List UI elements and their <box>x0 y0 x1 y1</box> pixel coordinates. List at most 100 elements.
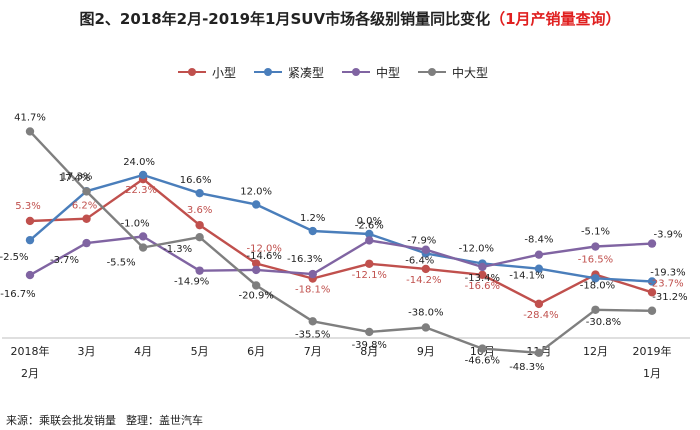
data-label-mid: -8.4% <box>524 235 553 246</box>
x-tick-label-line: 12月 <box>583 345 608 358</box>
data-label-mid: -2.6% <box>355 220 384 231</box>
data-point-midlarge <box>591 305 600 314</box>
data-label-compact: -19.3% <box>650 267 685 278</box>
data-point-compact <box>138 170 148 180</box>
legend-item-small[interactable]: 小型 <box>178 64 236 81</box>
legend-dot-midlarge <box>428 68 437 76</box>
x-tick-label-line: 9月 <box>417 345 435 358</box>
legend-item-mid[interactable]: 中型 <box>342 64 400 81</box>
legend: 小型 紧凑型 中型 中大型 <box>178 62 506 82</box>
legend-dot-mid <box>352 68 361 76</box>
data-point-compact <box>195 188 204 198</box>
x-tick-label: 9月 <box>417 345 435 358</box>
data-point-midlarge <box>25 127 35 136</box>
data-label-mid: -16.3% <box>287 254 322 265</box>
x-tick-label-line: 1月 <box>643 367 661 380</box>
x-tick-label-line: 8月 <box>360 345 378 358</box>
series-line-compact <box>29 173 653 283</box>
data-point-compact <box>534 264 544 273</box>
data-point-mid <box>534 250 544 259</box>
data-label-compact: 16.6% <box>180 175 212 186</box>
data-point-mid <box>308 269 317 279</box>
x-tick-label: 4月 <box>134 345 152 358</box>
data-label-midlarge: -38.0% <box>408 307 443 318</box>
data-point-small <box>365 259 374 268</box>
x-tick-label: 3月 <box>78 345 96 358</box>
legend-label-compact: 紧凑型 <box>288 65 325 80</box>
data-label-small: 6.2% <box>72 201 97 212</box>
x-tick-label-line: 5月 <box>191 345 209 358</box>
editor-text: 整理：盖世汽车 <box>126 414 203 427</box>
data-label-mid: -6.4% <box>405 256 434 267</box>
data-label-midlarge: 41.7% <box>14 112 46 123</box>
data-point-mid <box>82 238 91 248</box>
data-label-mid: -16.7% <box>0 289 35 300</box>
data-point-midlarge <box>195 232 204 242</box>
data-point-mid <box>421 245 431 254</box>
data-point-mid <box>478 262 487 272</box>
title-main: 图2、2018年2月-2019年1月SUV市场各级别销量同比变化 <box>79 10 491 28</box>
x-tick-label-line: 2018年 <box>11 344 50 358</box>
data-point-small <box>647 288 657 297</box>
data-label-midlarge: -48.3% <box>509 362 544 373</box>
data-label-midlarge: -39.8% <box>352 340 387 351</box>
legend-dot-compact <box>264 68 273 76</box>
data-label-midlarge: 17.3% <box>61 171 93 182</box>
data-label-compact: 0.0% <box>357 216 382 227</box>
data-point-midlarge <box>308 317 317 326</box>
data-label-compact: -14.1% <box>509 271 544 282</box>
legend-swatch-mid <box>342 68 371 76</box>
data-point-midlarge <box>138 243 148 252</box>
legend-item-midlarge[interactable]: 中大型 <box>418 64 488 81</box>
data-label-compact: 12.0% <box>240 186 272 197</box>
data-point-mid <box>647 239 657 248</box>
x-tick-label-line: 3月 <box>78 345 96 358</box>
legend-item-compact[interactable]: 紧凑型 <box>254 64 324 81</box>
x-tick-label: 5月 <box>191 345 209 358</box>
data-point-compact <box>308 226 317 236</box>
data-label-midlarge: -1.3% <box>163 244 192 255</box>
x-tick-label: 6月 <box>247 345 265 358</box>
series-line-mid <box>29 235 653 277</box>
data-point-small <box>421 264 431 274</box>
legend-label-mid: 中型 <box>376 65 401 80</box>
data-point-small <box>25 216 35 226</box>
data-point-compact <box>647 277 657 286</box>
data-label-midlarge: -35.5% <box>295 329 330 340</box>
data-point-midlarge <box>421 323 431 332</box>
data-point-midlarge <box>478 344 487 353</box>
data-label-compact: -2.5% <box>0 252 29 263</box>
data-point-mid <box>365 236 374 245</box>
x-tick-label: 2018年 2月 <box>11 344 50 380</box>
title-highlight: （1月产销量查询） <box>490 10 621 28</box>
data-label-midlarge: -46.6% <box>465 356 500 367</box>
data-point-mid <box>251 265 261 275</box>
data-point-mid <box>195 266 204 275</box>
data-label-mid: -3.7% <box>50 255 79 266</box>
data-label-compact: -18.0% <box>580 280 615 291</box>
data-point-compact <box>25 235 35 245</box>
series-line-small <box>29 177 653 306</box>
x-tick-label: 2019年 1月 <box>633 344 672 380</box>
data-point-midlarge <box>365 327 374 337</box>
data-label-small: -28.4% <box>523 310 558 321</box>
data-label-small: 3.6% <box>187 205 212 216</box>
data-label-compact: -12.0% <box>459 244 494 255</box>
data-label-midlarge: -20.9% <box>238 290 273 301</box>
data-label-small: -18.1% <box>295 285 330 296</box>
legend-swatch-compact <box>254 68 283 76</box>
data-point-small <box>534 299 544 309</box>
data-point-small <box>82 214 91 223</box>
data-point-small <box>478 270 487 280</box>
data-label-mid: -5.1% <box>581 227 610 238</box>
data-label-compact: 1.2% <box>300 213 325 224</box>
data-label-mid: -14.6% <box>246 251 281 262</box>
data-label-mid: -13.4% <box>465 273 500 284</box>
data-point-midlarge <box>82 187 91 196</box>
data-point-mid <box>591 242 600 251</box>
data-point-compact <box>365 229 374 239</box>
data-point-compact <box>251 200 261 209</box>
x-tick-label-line: 2月 <box>21 367 39 380</box>
